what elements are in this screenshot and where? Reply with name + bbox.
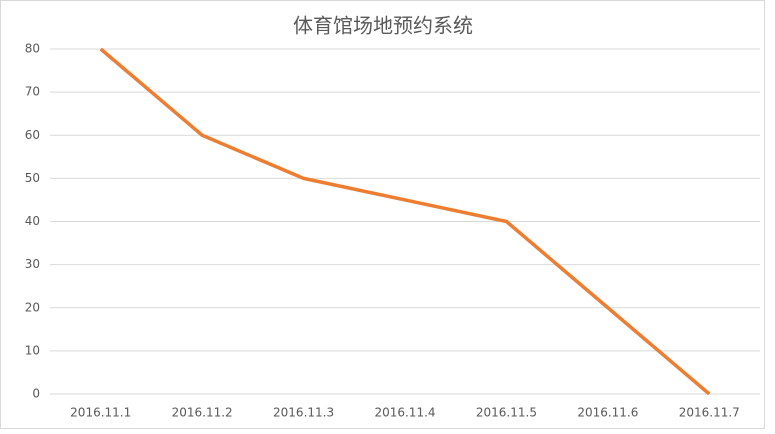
y-tick-label: 0	[32, 387, 40, 401]
y-tick-label: 30	[25, 257, 40, 271]
x-tick-label: 2016.11.4	[374, 406, 435, 420]
x-tick-label: 2016.11.2	[172, 406, 233, 420]
y-tick-label: 10	[25, 343, 40, 357]
x-tick-label: 2016.11.7	[679, 406, 740, 420]
y-tick-label: 60	[25, 128, 40, 142]
y-tick-label: 80	[25, 42, 40, 56]
x-tick-label: 2016.11.1	[70, 406, 131, 420]
x-tick-label: 2016.11.5	[476, 406, 537, 420]
data-line	[99, 47, 711, 396]
x-tick-label: 2016.11.3	[273, 406, 334, 420]
y-tick-label: 70	[25, 85, 40, 99]
x-tick-label: 2016.11.6	[577, 406, 638, 420]
chart-border	[0, 0, 765, 429]
y-tick-label: 50	[25, 171, 40, 185]
y-tick-label: 20	[25, 300, 40, 314]
y-tick-label: 40	[25, 214, 40, 228]
chart-title: 体育馆场地预约系统	[293, 14, 473, 38]
